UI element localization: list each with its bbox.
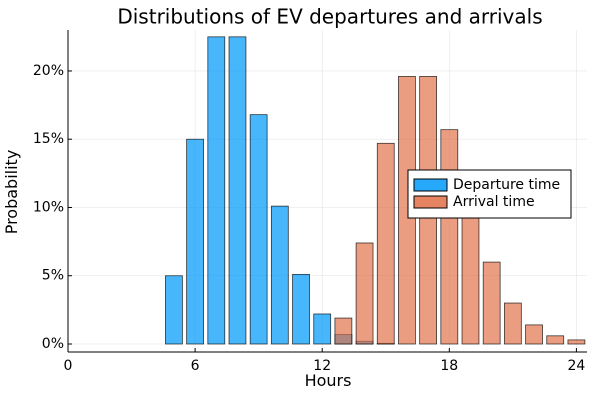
bar-departure-time bbox=[292, 273, 310, 345]
bar-departure-time bbox=[207, 36, 226, 345]
bar-departure-time bbox=[165, 275, 183, 345]
y-tick-label: 20% bbox=[33, 63, 64, 79]
legend-label: Departure time bbox=[453, 177, 560, 193]
bars bbox=[165, 36, 586, 345]
bar-arrival-time bbox=[482, 261, 501, 345]
legend-label: Arrival time bbox=[453, 194, 535, 210]
bar-departure-time bbox=[249, 114, 268, 345]
tick-labels: 0% 5% 10% 15% 20% 0 6 12 18 24 bbox=[33, 63, 586, 374]
bar-arrival-time bbox=[503, 302, 522, 345]
bar-departure-time bbox=[186, 138, 204, 345]
legend-swatch bbox=[413, 195, 448, 209]
x-tick-label: 18 bbox=[440, 358, 458, 374]
bar-arrival-time bbox=[376, 142, 395, 345]
bar-departure-time bbox=[270, 205, 289, 345]
bar-arrival-time bbox=[525, 324, 543, 345]
y-tick-label: 15% bbox=[33, 131, 64, 147]
legend-swatch bbox=[413, 178, 448, 192]
bar-arrival-time bbox=[567, 339, 586, 345]
bar-departure-time bbox=[313, 313, 332, 345]
bar-arrival-time bbox=[461, 208, 480, 345]
x-tick-label: 6 bbox=[191, 358, 200, 374]
y-tick-label: 5% bbox=[42, 268, 64, 284]
y-tick-label: 10% bbox=[33, 199, 64, 215]
axes bbox=[67, 30, 587, 353]
y-axis-label: Probability bbox=[2, 150, 21, 235]
bar-arrival-time bbox=[334, 317, 353, 345]
bar-arrival-time bbox=[440, 129, 459, 345]
x-axis-label: Hours bbox=[305, 371, 352, 390]
bar-arrival-time bbox=[355, 242, 374, 345]
bar-departure-time bbox=[228, 36, 247, 345]
y-tick-label: 0% bbox=[42, 336, 64, 352]
x-tick-label: 12 bbox=[313, 358, 331, 374]
chart-title: Distributions of EV departures and arriv… bbox=[117, 5, 542, 29]
x-tick-label: 0 bbox=[64, 358, 73, 374]
x-tick-label: 24 bbox=[567, 358, 585, 374]
legend-box bbox=[407, 169, 572, 219]
bar-arrival-time bbox=[546, 335, 565, 345]
